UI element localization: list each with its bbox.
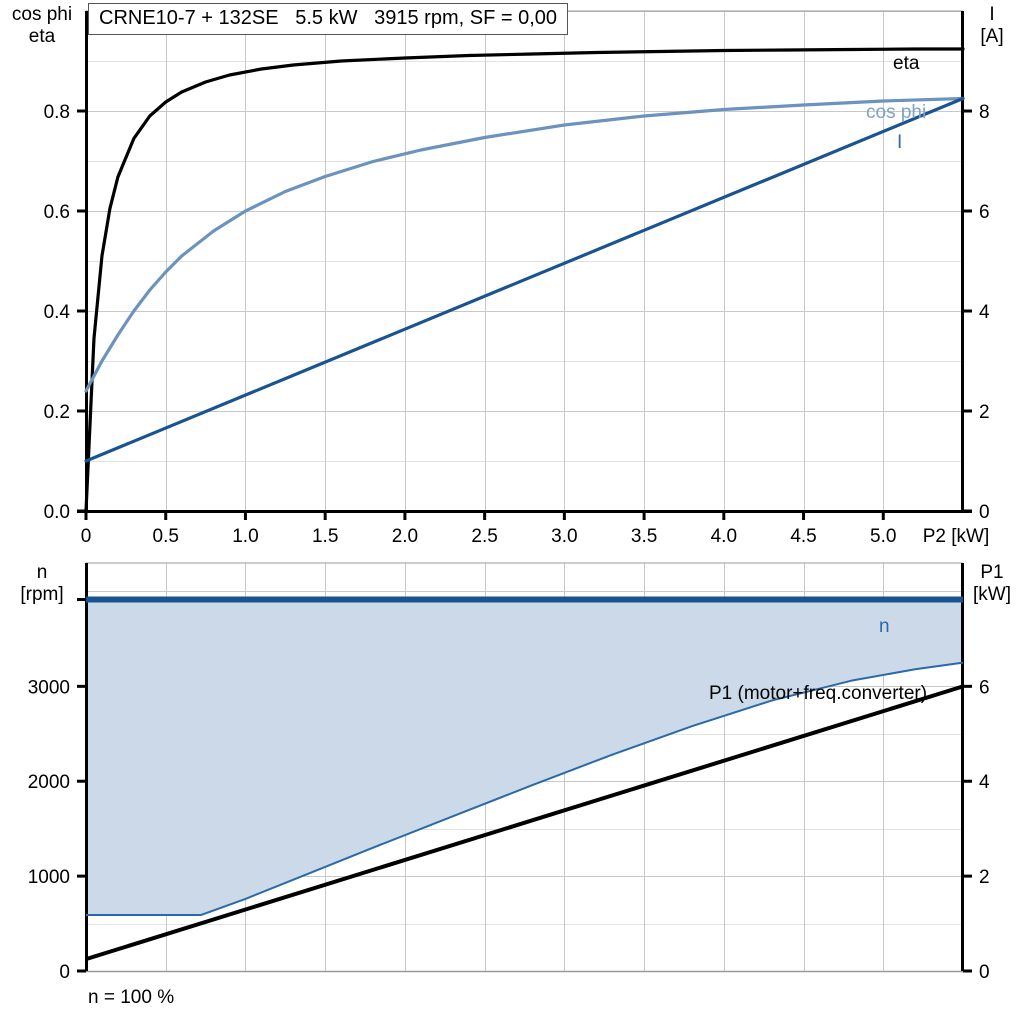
series-cos-phi	[84, 96, 965, 393]
x-tick-label: 2.5	[471, 526, 497, 547]
lower-right-axis-title: P1 [kW]	[964, 562, 1020, 606]
upper-label-current: I	[897, 132, 903, 153]
upper-label-eta: eta	[893, 53, 920, 74]
x-tick-label: 5.0	[870, 526, 896, 547]
upper-right-axis-title: I [A]	[964, 4, 1020, 48]
y-tick-label: 3000	[28, 677, 70, 698]
series-i	[84, 96, 965, 463]
x-tick-label: 3.5	[631, 526, 657, 547]
upper-left-axis-title: cos phi eta	[4, 4, 80, 48]
lower-left-axis-title: n [rpm]	[4, 562, 80, 606]
y2-tick-label: 4	[979, 772, 990, 793]
upper-chart: cos phi eta I [A] 0.0 0.2 0.4 0.6 0.8 0 2 4 6 8 0 0…	[4, 3, 1020, 547]
y-tick-label: 0	[59, 962, 70, 983]
speed-range-fill	[86, 599, 963, 916]
upper-plot-svg: 0.0 0.2 0.4 0.6 0.8 0 2 4 6 8 0 0.5 1.0 1.5 2.0 2.5 3.0 3…	[44, 10, 990, 547]
y2-tick-label: 6	[979, 677, 990, 698]
y-tick-label: 0.6	[44, 202, 70, 223]
y-tick-label: 0.4	[44, 302, 71, 323]
series-eta	[84, 47, 965, 513]
series-p1	[85, 684, 964, 962]
chart-title-box: CRNE10-7 + 132SE 5.5 kW 3915 rpm, SF = 0…	[88, 3, 568, 35]
x-tick-label: 0	[81, 526, 92, 547]
x-tick-label: 4.5	[790, 526, 816, 547]
y2-tick-label: 0	[979, 502, 990, 523]
y2-tick-label: 6	[979, 202, 990, 223]
x-tick-label: 3.0	[551, 526, 577, 547]
chart-footnote: n = 100 %	[88, 987, 175, 1008]
lower-right-axis-title-line2: [kW]	[973, 583, 1011, 605]
lower-left-axis-title-line2: [rpm]	[20, 583, 64, 605]
y2-tick-label: 8	[979, 102, 990, 123]
upper-label-cos-phi: cos phi	[866, 102, 927, 123]
x-tick-label: 2.0	[392, 526, 418, 547]
upper-right-axis-title-line1: I	[989, 4, 995, 25]
y2-tick-label: 2	[979, 402, 990, 423]
series-n-lower-bound	[86, 661, 964, 917]
y-tick-label: 0.8	[44, 102, 70, 123]
y2-tick-label: 0	[979, 962, 990, 983]
x-tick-label: 1.0	[232, 526, 258, 547]
y-tick-label: 2000	[28, 772, 70, 793]
upper-left-axis-title-line2: eta	[28, 25, 56, 47]
x-tick-label: 4.0	[711, 526, 737, 547]
y-tick-label: 1000	[28, 867, 70, 888]
y2-tick-label: 2	[979, 867, 990, 888]
upper-right-axis-title-line2: [A]	[980, 25, 1004, 47]
y2-tick-label: 4	[979, 302, 990, 323]
lower-chart: n [rpm] P1 [kW] 0 1000 2000 3000 0 2 4 6 n P1 (…	[0, 552, 1024, 1024]
y-tick-label: 0.0	[44, 502, 70, 523]
y-tick-label: 0.2	[44, 402, 70, 423]
upper-left-axis-title-line1: cos phi	[11, 4, 73, 25]
x-tick-label: 0.5	[153, 526, 179, 547]
lower-right-axis-title-line1: P1	[980, 562, 1004, 583]
lower-label-speed: n	[879, 616, 890, 637]
x-axis-title: P2 [kW]	[923, 526, 990, 547]
x-tick-label: 1.5	[312, 526, 338, 547]
lower-label-p1: P1 (motor+freq.converter)	[709, 683, 928, 704]
lower-left-axis-title-line1: n	[36, 562, 48, 583]
lower-plot-svg: 0 1000 2000 3000 0 2 4 6	[28, 562, 990, 983]
